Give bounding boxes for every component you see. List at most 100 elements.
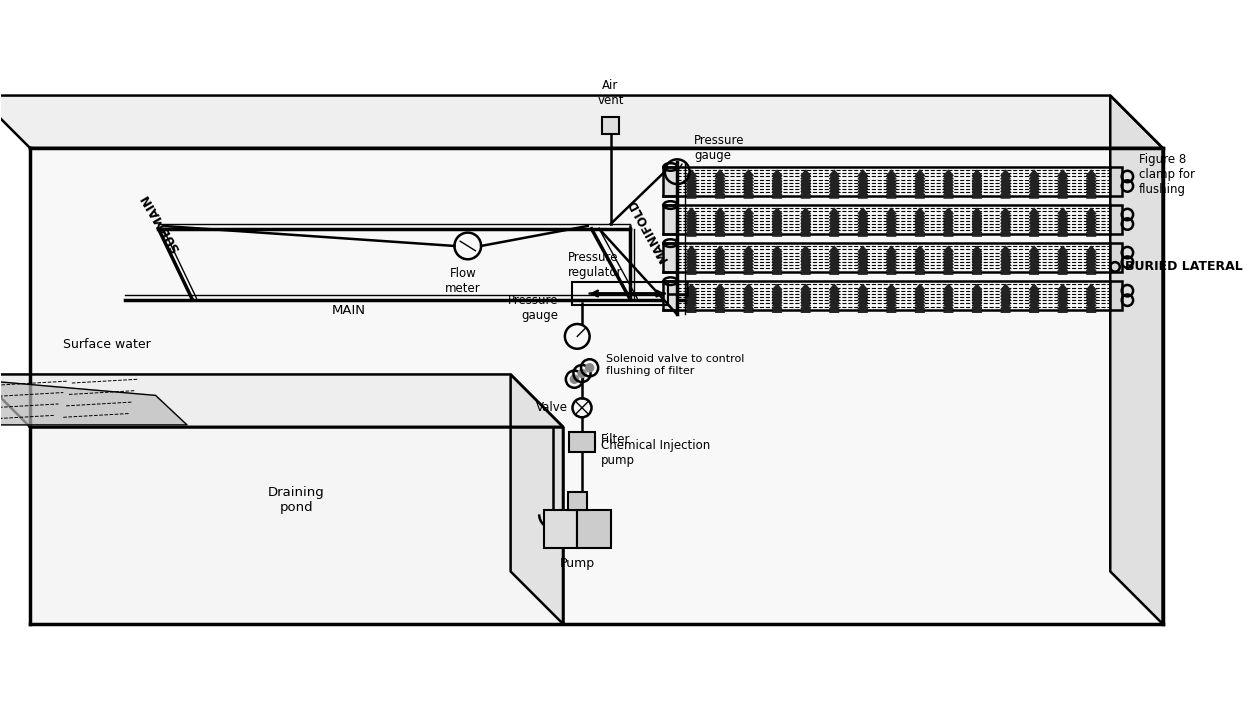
Polygon shape (887, 173, 897, 179)
Polygon shape (972, 249, 982, 255)
Polygon shape (687, 291, 696, 297)
Polygon shape (1086, 228, 1096, 233)
Polygon shape (858, 217, 868, 223)
Polygon shape (1001, 186, 1011, 192)
Polygon shape (1001, 268, 1011, 274)
Polygon shape (887, 177, 897, 182)
Polygon shape (744, 265, 754, 271)
Polygon shape (887, 300, 897, 306)
Polygon shape (772, 214, 782, 220)
Polygon shape (744, 307, 754, 313)
Polygon shape (944, 262, 953, 268)
Polygon shape (858, 256, 868, 262)
Polygon shape (687, 246, 696, 252)
Polygon shape (715, 252, 725, 258)
Polygon shape (972, 291, 982, 297)
Polygon shape (858, 262, 868, 268)
Polygon shape (715, 221, 725, 227)
Bar (573, 282, 667, 305)
Polygon shape (1030, 170, 1038, 176)
Polygon shape (687, 214, 696, 220)
Polygon shape (915, 208, 924, 214)
Polygon shape (687, 170, 696, 176)
Polygon shape (687, 287, 696, 293)
Polygon shape (1001, 262, 1011, 268)
Text: BURIED LATERAL: BURIED LATERAL (1125, 260, 1243, 273)
Polygon shape (1030, 249, 1038, 255)
Polygon shape (801, 182, 810, 188)
Polygon shape (858, 300, 868, 306)
Polygon shape (1058, 246, 1067, 252)
Polygon shape (715, 265, 725, 271)
Polygon shape (829, 170, 839, 176)
Polygon shape (687, 268, 696, 274)
Polygon shape (715, 307, 725, 313)
Polygon shape (687, 230, 696, 236)
Polygon shape (1086, 294, 1096, 300)
Polygon shape (772, 249, 782, 255)
Polygon shape (858, 186, 868, 192)
Polygon shape (915, 300, 924, 306)
Polygon shape (1001, 284, 1011, 290)
Polygon shape (772, 193, 782, 198)
Polygon shape (944, 170, 953, 176)
Polygon shape (972, 230, 982, 236)
Bar (544, 510, 577, 547)
Polygon shape (972, 217, 982, 223)
Polygon shape (944, 259, 953, 265)
Polygon shape (887, 259, 897, 265)
Polygon shape (744, 284, 754, 290)
Polygon shape (887, 182, 897, 188)
Polygon shape (1001, 177, 1011, 182)
Polygon shape (744, 246, 754, 252)
Polygon shape (1086, 256, 1096, 262)
Polygon shape (972, 294, 982, 300)
Polygon shape (972, 262, 982, 268)
Polygon shape (887, 189, 897, 195)
Polygon shape (1086, 214, 1096, 220)
Polygon shape (801, 224, 810, 230)
Polygon shape (1030, 307, 1038, 313)
Polygon shape (715, 170, 725, 176)
Polygon shape (1086, 212, 1096, 217)
Polygon shape (715, 214, 725, 220)
Polygon shape (944, 291, 953, 297)
Polygon shape (858, 294, 868, 300)
Polygon shape (715, 182, 725, 188)
Polygon shape (858, 228, 868, 233)
Polygon shape (887, 180, 897, 185)
Polygon shape (972, 182, 982, 188)
Polygon shape (829, 265, 839, 271)
Polygon shape (858, 249, 868, 255)
Polygon shape (858, 284, 868, 290)
Polygon shape (801, 228, 810, 233)
Polygon shape (944, 221, 953, 227)
Polygon shape (801, 217, 810, 223)
Polygon shape (801, 287, 810, 293)
Polygon shape (1001, 193, 1011, 198)
Polygon shape (915, 217, 924, 223)
Polygon shape (972, 300, 982, 306)
Polygon shape (858, 173, 868, 179)
Polygon shape (1001, 170, 1011, 176)
Polygon shape (801, 300, 810, 306)
Polygon shape (1058, 208, 1067, 214)
Polygon shape (858, 212, 868, 217)
Polygon shape (829, 193, 839, 198)
Polygon shape (915, 294, 924, 300)
Polygon shape (687, 284, 696, 290)
Polygon shape (744, 268, 754, 274)
Polygon shape (801, 230, 810, 236)
Polygon shape (687, 259, 696, 265)
Polygon shape (1058, 180, 1067, 185)
Polygon shape (858, 177, 868, 182)
Polygon shape (687, 208, 696, 214)
Polygon shape (1086, 291, 1096, 297)
Polygon shape (744, 228, 754, 233)
Polygon shape (1086, 246, 1096, 252)
Polygon shape (944, 268, 953, 274)
Polygon shape (944, 287, 953, 293)
Polygon shape (915, 291, 924, 297)
Polygon shape (801, 212, 810, 217)
Polygon shape (1030, 259, 1038, 265)
